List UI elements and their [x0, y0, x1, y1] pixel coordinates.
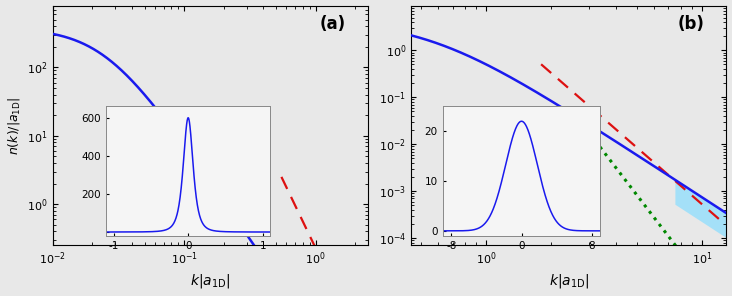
Text: (a): (a): [320, 15, 346, 33]
X-axis label: $k|a_{\rm 1D}|$: $k|a_{\rm 1D}|$: [190, 272, 231, 290]
Y-axis label: $n(k)/|a_{\rm 1D}|$: $n(k)/|a_{\rm 1D}|$: [6, 96, 21, 155]
X-axis label: $k|a_{\rm 1D}|$: $k|a_{\rm 1D}|$: [549, 272, 589, 290]
Text: (b): (b): [678, 15, 704, 33]
